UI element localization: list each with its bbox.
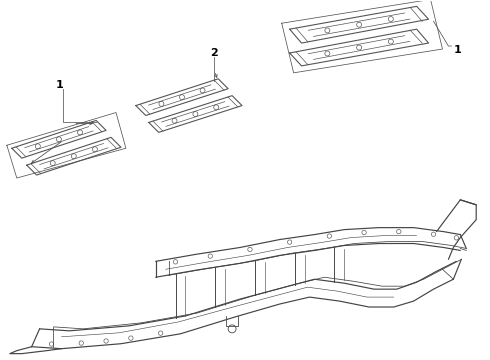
Text: 2: 2 (210, 48, 218, 58)
Text: 1: 1 (453, 45, 461, 55)
Text: 1: 1 (55, 80, 63, 90)
